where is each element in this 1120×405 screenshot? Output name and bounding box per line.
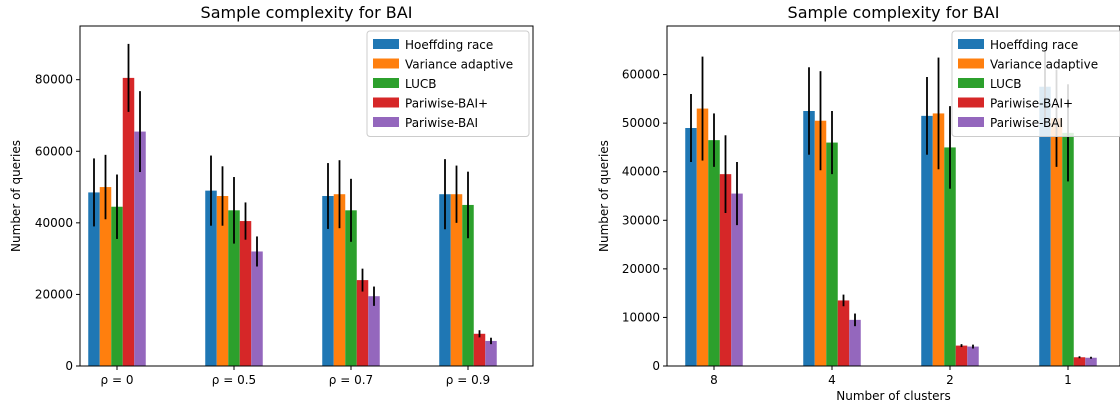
bar-pariwise-bai--2 — [239, 221, 252, 366]
legend-swatch — [958, 97, 984, 108]
legend-entry: Pariwise-BAI+ — [405, 97, 488, 111]
bar-lucb-3 — [345, 210, 357, 366]
y-tick-label: 30000 — [622, 213, 660, 227]
bar-pariwise-bai--3 — [356, 280, 369, 366]
bar-variance-adaptive-3 — [333, 194, 346, 366]
chart-panel-2: Sample complexity for BAI Number of queri… — [597, 3, 1120, 403]
legend: Hoeffding race Variance adaptive LUCB Pariw… — [366, 30, 530, 137]
bar-pariwise-bai--4 — [473, 333, 486, 366]
plot-frame — [79, 25, 534, 367]
legend-entry: Variance adaptive — [405, 58, 513, 72]
legend-swatch — [958, 78, 984, 88]
bar-variance-adaptive-3 — [932, 113, 945, 366]
bar-pariwise-bai-4 — [485, 340, 497, 366]
legend-swatch — [373, 117, 399, 127]
bar-variance-adaptive-4 — [1050, 118, 1063, 367]
y-tick-label: 80000 — [35, 73, 73, 87]
y-tick-label: 50000 — [622, 116, 660, 130]
legend-swatch — [373, 39, 399, 49]
bar-lucb-2 — [228, 210, 240, 366]
plot-frame — [666, 25, 1120, 367]
bar-pariwise-bai--1 — [719, 174, 732, 366]
x-tick-label: 4 — [828, 373, 836, 387]
legend-entry: Hoeffding race — [405, 38, 493, 52]
bar-pariwise-bai-3 — [368, 296, 380, 366]
bar-lucb-1 — [708, 140, 720, 366]
bar-variance-adaptive-2 — [814, 120, 827, 366]
x-tick-label: ρ = 0 — [101, 373, 134, 387]
x-tick-label: ρ = 0.9 — [446, 373, 490, 387]
legend-swatch — [373, 97, 399, 108]
x-tick-label: ρ = 0.5 — [212, 373, 256, 387]
bar-lucb-1 — [111, 206, 123, 366]
bar-pariwise-bai-1 — [134, 131, 146, 366]
legend-entry: Pariwise-BAI — [405, 116, 478, 130]
bar-hoeffding-race-1 — [88, 192, 100, 366]
legend: Hoeffding race Variance adaptive LUCB Pariw… — [951, 30, 1120, 137]
y-tick-label: 20000 — [622, 262, 660, 276]
y-tick-label: 0 — [65, 359, 73, 373]
bar-hoeffding-race-4 — [439, 194, 451, 366]
legend-box — [366, 30, 530, 137]
bar-pariwise-bai-2 — [849, 319, 861, 366]
y-tick-label: 60000 — [622, 68, 660, 82]
bar-hoeffding-race-2 — [803, 111, 815, 366]
y-tick-label: 40000 — [622, 165, 660, 179]
legend-box — [951, 30, 1120, 137]
chart-title: Sample complexity for BAI — [201, 3, 413, 22]
x-tick-label: 2 — [946, 373, 954, 387]
bar-variance-adaptive-1 — [99, 187, 112, 366]
y-tick-label: 40000 — [35, 216, 73, 230]
bar-hoeffding-race-1 — [685, 128, 697, 366]
y-axis-label: Number of queries — [9, 140, 23, 252]
x-tick-label: 8 — [710, 373, 718, 387]
bar-hoeffding-race-3 — [322, 196, 334, 366]
y-tick-label: 20000 — [35, 287, 73, 301]
y-tick-label: 0 — [652, 359, 660, 373]
chart-panel-1: Sample complexity for BAI Number of queri… — [9, 3, 534, 387]
legend-swatch — [373, 58, 399, 69]
legend-entry: Pariwise-BAI+ — [990, 97, 1073, 111]
bar-lucb-4 — [462, 204, 474, 366]
bar-lucb-3 — [944, 147, 956, 366]
bar-pariwise-bai--3 — [955, 345, 968, 366]
bar-pariwise-bai-2 — [251, 251, 263, 366]
legend-swatch — [958, 58, 984, 69]
x-tick-label: ρ = 0.7 — [329, 373, 373, 387]
bar-variance-adaptive-2 — [216, 196, 229, 366]
legend-swatch — [958, 39, 984, 49]
bar-variance-adaptive-1 — [696, 108, 709, 367]
legend-swatch — [373, 78, 399, 88]
y-axis-label: Number of queries — [597, 140, 611, 252]
legend-entry: Variance adaptive — [990, 58, 1098, 72]
bar-hoeffding-race-3 — [921, 115, 933, 366]
chart-title: Sample complexity for BAI — [788, 3, 1000, 22]
bar-variance-adaptive-4 — [450, 194, 463, 366]
legend-entry: Hoeffding race — [990, 38, 1078, 52]
x-tick-label: 1 — [1064, 373, 1072, 387]
bar-pariwise-bai--4 — [1073, 357, 1086, 366]
bar-hoeffding-race-2 — [205, 190, 217, 366]
bar-lucb-4 — [1062, 132, 1074, 366]
bar-pariwise-bai--1 — [122, 77, 135, 366]
legend-entry: LUCB — [405, 77, 436, 91]
x-axis-label: Number of clusters — [836, 389, 950, 403]
bar-pariwise-bai-4 — [1085, 357, 1097, 366]
y-tick-label: 60000 — [35, 144, 73, 158]
legend-swatch — [958, 117, 984, 127]
bar-hoeffding-race-4 — [1039, 86, 1051, 366]
legend-entry: LUCB — [990, 77, 1021, 91]
bar-pariwise-bai--2 — [837, 300, 850, 366]
bar-pariwise-bai-1 — [731, 193, 743, 366]
legend-entry: Pariwise-BAI — [990, 116, 1063, 130]
y-tick-label: 10000 — [622, 310, 660, 324]
bar-lucb-2 — [826, 142, 838, 366]
bar-pariwise-bai-3 — [967, 346, 979, 366]
